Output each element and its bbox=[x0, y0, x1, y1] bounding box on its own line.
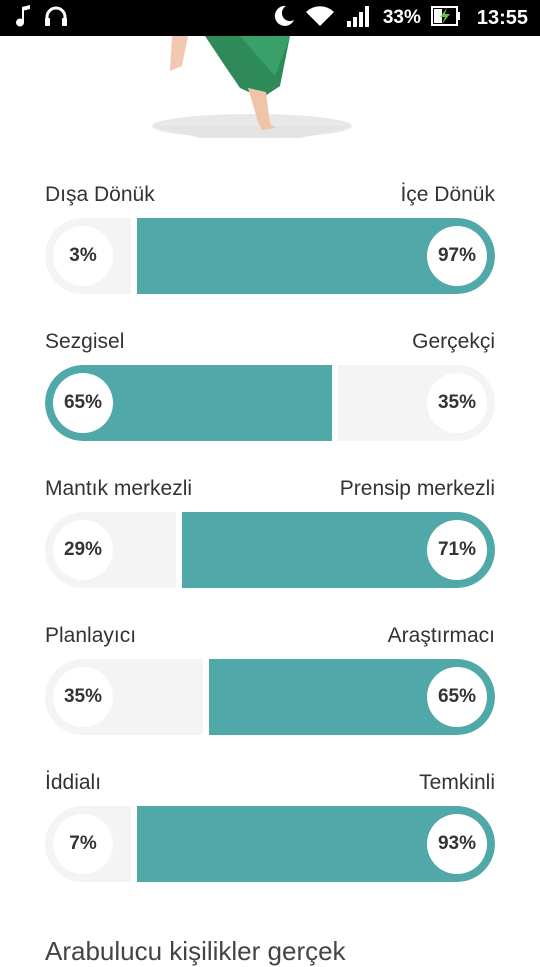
trait-left-percent: 3% bbox=[53, 226, 113, 286]
trait-left-label: Mantık merkezli bbox=[45, 477, 193, 500]
music-note-icon bbox=[16, 4, 34, 32]
trait-left-label: Dışa Dönük bbox=[45, 183, 155, 206]
trait-right-label: Araştırmacı bbox=[387, 624, 495, 647]
trait-row-4: Planlayıcı Araştırmacı 35% 65% bbox=[45, 617, 495, 764]
trait-right-percent: 93% bbox=[427, 814, 487, 874]
trait-right-percent: 71% bbox=[427, 520, 487, 580]
clock: 13:55 bbox=[476, 6, 528, 29]
battery-charging-icon bbox=[430, 5, 461, 32]
status-bar: 33% 13:55 bbox=[0, 0, 540, 36]
trait-left-label: İddialı bbox=[45, 771, 102, 794]
trait-left-percent: 7% bbox=[53, 814, 113, 874]
trait-row-5: İddialı Temkinli 7% 93% bbox=[45, 764, 495, 911]
trait-left-label: Planlayıcı bbox=[45, 624, 137, 647]
wifi-icon bbox=[305, 5, 339, 32]
trait-row-2: Sezgisel Gerçekçi 65% 35% bbox=[45, 323, 495, 470]
hero-illustration bbox=[0, 36, 540, 146]
trait-right-percent: 35% bbox=[427, 373, 487, 433]
trait-bar: 35% 65% bbox=[45, 659, 495, 735]
status-bar-left bbox=[16, 4, 68, 32]
trait-right-label: İçe Dönük bbox=[400, 183, 495, 206]
trait-right-percent: 65% bbox=[427, 667, 487, 727]
trait-left-percent: 29% bbox=[53, 520, 113, 580]
trait-left-percent: 35% bbox=[53, 667, 113, 727]
trait-list: Dışa Dönük İçe Dönük 3% 97% Sezgisel Ger… bbox=[45, 176, 495, 911]
trait-bar: 3% 97% bbox=[45, 218, 495, 294]
trait-row-1: Dışa Dönük İçe Dönük 3% 97% bbox=[45, 176, 495, 323]
signal-icon bbox=[345, 5, 373, 32]
battery-percent: 33% bbox=[382, 7, 421, 28]
trait-bar: 29% 71% bbox=[45, 512, 495, 588]
trait-right-label: Temkinli bbox=[419, 771, 495, 794]
trait-left-percent: 65% bbox=[53, 373, 113, 433]
headset-icon bbox=[44, 5, 68, 32]
trait-left-label: Sezgisel bbox=[45, 330, 125, 353]
section-heading: Arabulucu kişilikler gerçek bbox=[45, 936, 346, 966]
trait-bar: 65% 35% bbox=[45, 365, 495, 441]
trait-right-label: Prensip merkezli bbox=[339, 477, 495, 500]
moon-icon bbox=[273, 5, 295, 32]
trait-bar: 7% 93% bbox=[45, 806, 495, 882]
trait-right-label: Gerçekçi bbox=[412, 330, 495, 353]
status-bar-right: 33% 13:55 bbox=[273, 5, 528, 32]
trait-right-percent: 97% bbox=[427, 226, 487, 286]
trait-row-3: Mantık merkezli Prensip merkezli 29% 71% bbox=[45, 470, 495, 617]
